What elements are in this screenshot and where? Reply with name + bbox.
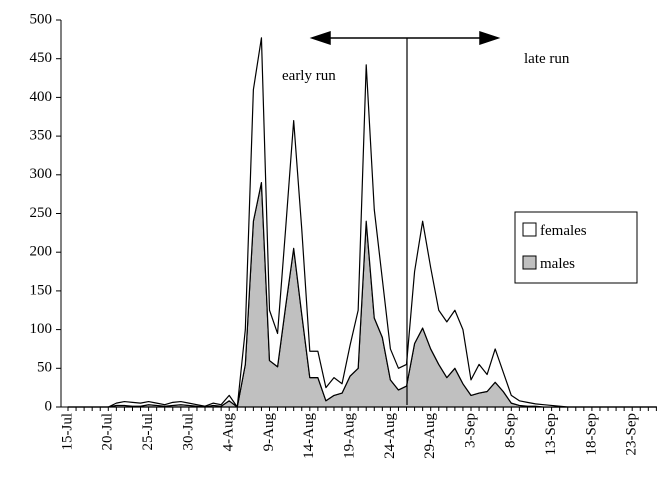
legend-label: females: [540, 223, 587, 239]
x-tick-label: 8-Sep: [503, 413, 519, 448]
y-tick-label: 150: [30, 282, 53, 298]
x-tick-label: 4-Aug: [221, 413, 237, 452]
ticks: 0 50 100 150 200 250 300 350 400 450 500 15-Jul 20-J…: [30, 11, 657, 459]
y-tick-label: 450: [30, 50, 53, 66]
y-tick-label: 350: [30, 128, 53, 144]
x-tick-label: 24-Aug: [382, 413, 398, 459]
annotation-late-run: late run: [524, 51, 570, 67]
legend-swatch: [522, 255, 537, 270]
x-tick-label: 14-Aug: [301, 413, 317, 459]
legend-swatch: [522, 222, 537, 237]
x-tick-label: 23-Sep: [624, 413, 640, 456]
x-tick-label: 9-Aug: [261, 413, 277, 452]
x-tick-label: 18-Sep: [583, 413, 599, 456]
y-tick-label: 50: [37, 360, 52, 376]
y-tick-label: 500: [30, 11, 53, 27]
x-tick-label: 13-Sep: [543, 413, 559, 456]
arrow-head-right: [479, 30, 501, 46]
x-tick-label: 29-Aug: [422, 413, 438, 459]
legend-label: males: [540, 256, 575, 272]
x-tick-label: 25-Jul: [140, 413, 156, 451]
arrow-head-left: [309, 30, 331, 46]
run-annotation-arrows: [309, 30, 501, 405]
x-tick-label: 15-Jul: [59, 413, 75, 451]
y-tick-label: 200: [30, 244, 53, 260]
y-tick-label: 100: [30, 321, 53, 337]
x-tick-label: 30-Jul: [180, 413, 196, 451]
y-tick-label: 250: [30, 205, 53, 221]
x-tick-label: 3-Sep: [462, 413, 478, 448]
legend: females males: [514, 211, 638, 284]
annotation-early-run: early run: [282, 68, 336, 84]
x-tick-label: 19-Aug: [342, 413, 358, 459]
x-tick-label: 20-Jul: [100, 413, 116, 451]
y-tick-label: 300: [30, 166, 53, 182]
y-tick-label: 400: [30, 89, 53, 105]
y-tick-label: 0: [45, 398, 53, 414]
